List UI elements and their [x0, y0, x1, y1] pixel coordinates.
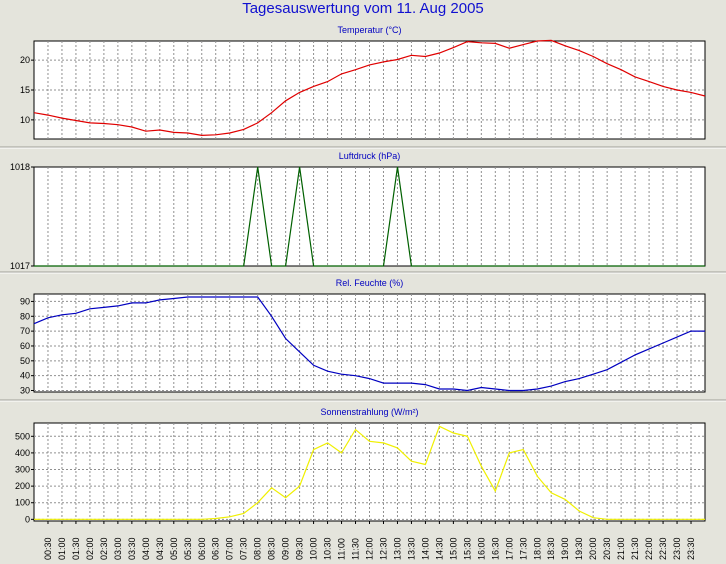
x-tick-label: 06:30	[211, 537, 221, 560]
x-tick-label: 20:30	[602, 537, 612, 560]
x-tick-label: 12:30	[378, 537, 388, 560]
x-tick-label: 17:00	[504, 537, 514, 560]
x-tick-label: 07:00	[225, 537, 235, 560]
panel-title: Rel. Feuchte (%)	[336, 278, 404, 288]
x-axis: 00:30 01:00 01:30 02:00 02:30 03:00 03:30 04:00…	[43, 521, 696, 560]
y-tick-label: 40	[20, 371, 30, 381]
chart-panel-1: Temperatur (°C) 10 15 20	[0, 25, 726, 149]
x-tick-label: 08:30	[267, 537, 277, 560]
x-tick-label: 18:00	[532, 537, 542, 560]
y-tick-label: 200	[15, 481, 30, 491]
x-tick-label: 04:30	[155, 537, 165, 560]
y-tick-label: 100	[15, 498, 30, 508]
chart-panel-2: Luftdruck (hPa) 1017 1018	[0, 151, 726, 274]
series-line	[33, 39, 706, 137]
x-tick-label: 17:30	[518, 537, 528, 560]
x-tick-label: 02:00	[85, 537, 95, 560]
x-tick-label: 06:00	[197, 537, 207, 560]
x-tick-label: 01:30	[71, 537, 81, 560]
x-tick-label: 10:00	[309, 537, 319, 560]
main-title: Tagesauswertung vom 11. Aug 2005	[242, 0, 484, 17]
x-tick-label: 00:30	[43, 537, 53, 560]
chart-panel-4: Sonnenstrahlung (W/m²) 0 100 200 300 400 500	[15, 407, 706, 524]
x-tick-label: 13:00	[392, 537, 402, 560]
x-tick-label: 14:00	[420, 537, 430, 560]
x-tick-label: 14:30	[434, 537, 444, 560]
x-tick-label: 02:30	[99, 537, 109, 560]
panel-title: Temperatur (°C)	[337, 25, 401, 35]
x-tick-label: 21:00	[616, 537, 626, 560]
x-tick-label: 16:00	[476, 537, 486, 560]
x-tick-label: 23:30	[686, 537, 696, 560]
x-tick-label: 12:00	[365, 537, 375, 560]
x-tick-label: 15:30	[462, 537, 472, 560]
x-tick-label: 04:00	[141, 537, 151, 560]
x-tick-label: 11:00	[337, 538, 347, 560]
y-tick-label: 1018	[10, 162, 30, 172]
x-tick-label: 08:00	[253, 537, 263, 560]
y-tick-label: 50	[20, 356, 30, 366]
y-tick-label: 30	[20, 386, 30, 396]
series-line	[33, 296, 705, 392]
panel-title: Sonnenstrahlung (W/m²)	[320, 407, 418, 417]
x-tick-label: 11:30	[351, 538, 361, 560]
x-tick-label: 01:00	[57, 537, 67, 560]
y-tick-label: 60	[20, 341, 30, 351]
x-tick-label: 22:00	[644, 537, 654, 560]
y-tick-label: 300	[15, 465, 30, 475]
x-tick-label: 05:30	[183, 537, 193, 560]
y-tick-label: 500	[15, 431, 30, 441]
x-tick-label: 19:00	[560, 537, 570, 560]
y-tick-label: 400	[15, 448, 30, 458]
x-tick-label: 05:00	[169, 537, 179, 560]
series-line	[34, 166, 705, 267]
x-tick-label: 16:30	[490, 537, 500, 560]
y-tick-label: 15	[20, 85, 30, 95]
x-tick-label: 03:30	[127, 537, 137, 560]
x-tick-label: 09:00	[281, 537, 291, 560]
x-tick-label: 09:30	[295, 537, 305, 560]
series-line	[34, 425, 705, 520]
x-tick-label: 21:30	[630, 537, 640, 560]
y-tick-label: 20	[20, 55, 30, 65]
x-tick-label: 15:00	[448, 537, 458, 560]
x-tick-label: 22:30	[658, 537, 668, 560]
y-tick-label: 80	[20, 311, 30, 321]
y-tick-label: 0	[25, 514, 30, 524]
y-tick-label: 90	[20, 296, 30, 306]
x-tick-label: 10:30	[323, 537, 333, 560]
y-tick-label: 10	[20, 115, 30, 125]
x-tick-label: 19:30	[574, 537, 584, 560]
x-tick-label: 13:30	[406, 537, 416, 560]
panel-title: Luftdruck (hPa)	[339, 151, 401, 161]
x-tick-label: 23:00	[672, 537, 682, 560]
x-tick-label: 18:30	[546, 537, 556, 560]
x-tick-label: 07:30	[239, 537, 249, 560]
x-tick-label: 03:00	[113, 537, 123, 560]
y-tick-label: 70	[20, 326, 30, 336]
x-tick-label: 20:00	[588, 537, 598, 560]
y-tick-label: 1017	[10, 261, 30, 271]
chart-panel-3: Rel. Feuchte (%) 30 40 50 60 70 80 90	[0, 278, 726, 402]
